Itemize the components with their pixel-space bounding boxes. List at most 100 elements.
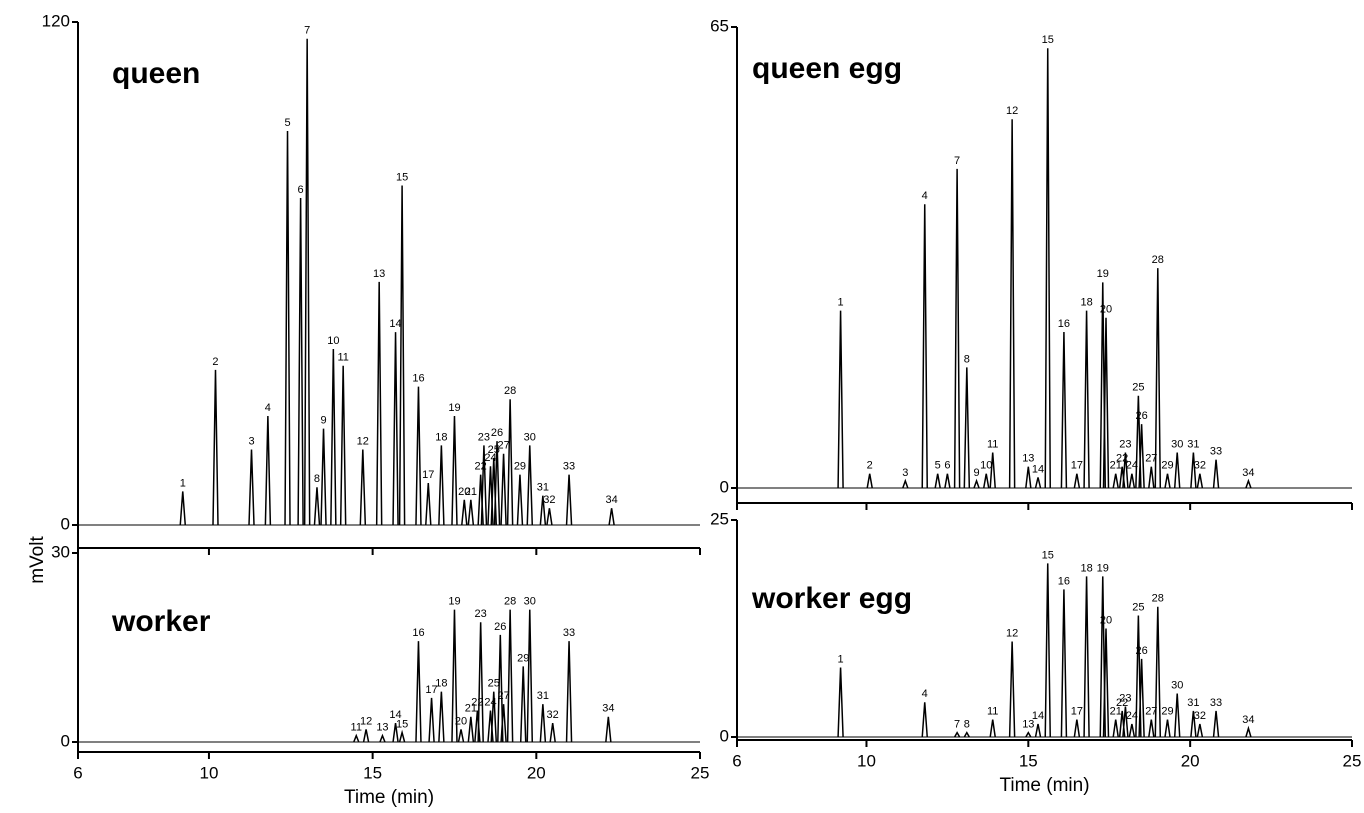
x-tick-label: 10 [199, 763, 218, 782]
peak-label: 3 [902, 467, 908, 479]
peak [1212, 459, 1220, 489]
peak [921, 204, 928, 489]
peak [1060, 331, 1068, 489]
peak [1034, 477, 1042, 489]
peak-label: 20 [1100, 614, 1112, 626]
peak [1173, 452, 1181, 489]
peak-label: 33 [563, 627, 575, 639]
peak-label: 21 [465, 703, 477, 715]
peak-label: 13 [1022, 453, 1034, 465]
peak [565, 641, 573, 743]
peak-label: 26 [494, 621, 506, 633]
peak-label: 17 [1071, 706, 1083, 718]
peak [1122, 706, 1129, 738]
peak-label: 21 [465, 486, 477, 498]
peak [605, 716, 612, 743]
peak [1122, 452, 1129, 489]
peak [944, 473, 951, 489]
peak [549, 723, 556, 743]
peak [982, 473, 990, 489]
peak-label: 31 [1187, 438, 1199, 450]
x-axis-title: Time (min) [999, 775, 1089, 796]
peak [526, 609, 534, 743]
peak [284, 130, 291, 526]
peak-label: 1 [838, 297, 844, 309]
peak [438, 445, 445, 526]
peak-label: 20 [1100, 304, 1112, 316]
peak-label: 34 [602, 703, 614, 715]
peak-label: 32 [1194, 710, 1206, 722]
x-tick-label: 10 [857, 751, 876, 770]
peak-label: 31 [1187, 697, 1199, 709]
peak-label: 8 [964, 353, 970, 365]
peak-label: 33 [1210, 697, 1222, 709]
peak-label: 21 [1110, 460, 1122, 472]
y-tick-label: 0 [61, 514, 70, 533]
peak [989, 719, 996, 738]
peak [1102, 317, 1110, 489]
peak-label: 16 [412, 373, 424, 385]
peak [506, 609, 514, 743]
peak-label: 30 [1171, 680, 1183, 692]
peak [1025, 731, 1032, 738]
peak [359, 449, 367, 526]
peak-label: 27 [497, 690, 509, 702]
peak-label: 10 [327, 335, 339, 347]
x-tick-label: 20 [527, 763, 546, 782]
peak [1148, 466, 1155, 489]
peak-label: 18 [435, 678, 447, 690]
peak [1112, 719, 1119, 738]
peak-label: 23 [1119, 438, 1131, 450]
peak-label: 28 [504, 385, 516, 397]
peak [519, 666, 527, 743]
peak-label: 30 [524, 431, 536, 443]
peak-label: 19 [1097, 268, 1109, 280]
peak [1245, 478, 1252, 489]
peak-label: 26 [1135, 410, 1147, 422]
peak-label: 28 [1152, 593, 1164, 605]
peak-label: 29 [1161, 706, 1173, 718]
peak [1008, 641, 1016, 738]
peak [425, 483, 432, 526]
panel-title: queen [112, 57, 200, 90]
peak [362, 729, 370, 743]
peak-label: 4 [265, 402, 271, 414]
peak-label: 1 [180, 477, 186, 489]
peak [1044, 563, 1051, 738]
y-tick-label: 65 [710, 16, 729, 35]
peak [303, 38, 311, 526]
peak [428, 697, 435, 743]
peak-label: 30 [524, 596, 536, 608]
peak-label: 17 [1071, 460, 1083, 472]
peak-label: 28 [504, 596, 516, 608]
peak [1196, 473, 1204, 489]
peak-label: 34 [1242, 467, 1254, 479]
peak [1164, 473, 1171, 489]
peak-label: 29 [1161, 460, 1173, 472]
peak-label: 34 [605, 494, 617, 506]
peak [837, 310, 844, 489]
peak [953, 731, 961, 738]
peak [212, 369, 219, 526]
peak [320, 428, 327, 526]
peak-label: 22 [471, 696, 483, 708]
peak [392, 723, 399, 743]
peak [516, 474, 524, 526]
peak [921, 702, 928, 738]
peak [1245, 725, 1252, 738]
peak-label: 23 [478, 431, 490, 443]
peak [1138, 424, 1145, 489]
peak-label: 25 [488, 678, 500, 690]
peak-label: 15 [1042, 549, 1054, 561]
peak [1073, 719, 1081, 738]
peak-label: 4 [922, 190, 928, 202]
peak-label: 32 [1194, 460, 1206, 472]
peak-label: 26 [491, 427, 503, 439]
peak-label: 6 [298, 184, 304, 196]
x-axis-title: Time (min) [344, 787, 434, 808]
peak-label: 27 [497, 440, 509, 452]
peak-label: 12 [1006, 627, 1018, 639]
panel-title: worker egg [751, 582, 912, 615]
peak-label: 2 [867, 460, 873, 472]
peak-label: 11 [337, 352, 348, 364]
